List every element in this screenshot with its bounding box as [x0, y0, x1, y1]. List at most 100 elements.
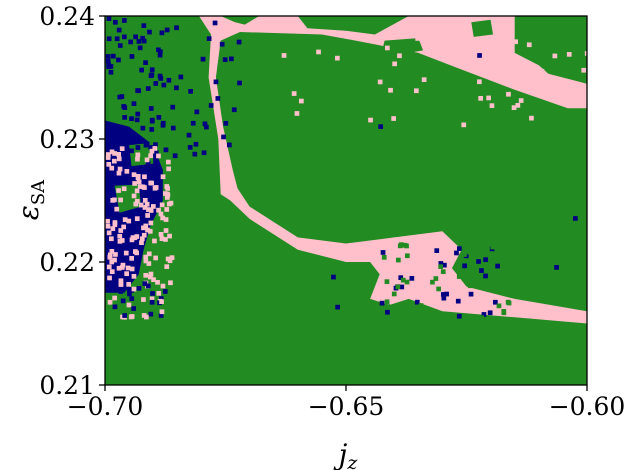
- navy-speckle: [161, 82, 167, 88]
- navy-speckle: [153, 142, 158, 147]
- pink-speckle: [163, 228, 169, 233]
- navy-speckle: [227, 142, 232, 148]
- green-speckle: [456, 274, 462, 279]
- navy-speckle: [378, 124, 383, 129]
- navy-speckle: [190, 120, 196, 126]
- navy-speckle: [487, 310, 493, 316]
- pink-speckle: [107, 275, 112, 281]
- pink-speckle: [112, 151, 117, 156]
- pink-speckle: [109, 165, 115, 171]
- pink-speckle: [123, 250, 129, 256]
- green-speckle: [501, 309, 507, 314]
- pink-speckle: [118, 282, 124, 287]
- pink-speckle: [478, 96, 483, 101]
- y-tick-label: 0.22: [39, 248, 95, 277]
- navy-speckle: [481, 312, 487, 317]
- navy-speckle: [495, 263, 500, 269]
- navy-speckle: [123, 135, 129, 140]
- pink-speckle: [164, 207, 170, 212]
- edge-speckle: [150, 291, 155, 296]
- pink-speckle: [144, 201, 150, 207]
- pink-speckle: [397, 53, 402, 59]
- pink-speckle: [134, 188, 140, 194]
- pink-speckle: [168, 200, 174, 206]
- green-speckle: [391, 291, 397, 297]
- navy-speckle: [208, 103, 214, 108]
- edge-speckle: [122, 313, 127, 318]
- pink-speckle: [134, 250, 139, 256]
- x-tick-label: −0.60: [549, 392, 626, 421]
- pink-speckle: [142, 198, 148, 203]
- pink-speckle: [147, 229, 153, 234]
- edge-speckle: [149, 296, 155, 302]
- green-speckle: [412, 307, 417, 312]
- green-speckle: [496, 303, 502, 309]
- green-speckle: [474, 247, 479, 253]
- green-speckle: [405, 253, 410, 259]
- pink-speckle: [165, 192, 171, 198]
- navy-speckle: [125, 140, 130, 146]
- pink-speckle: [136, 179, 142, 185]
- navy-speckle: [468, 291, 474, 297]
- navy-speckle: [108, 69, 114, 75]
- navy-speckle: [148, 106, 154, 111]
- pink-speckle: [135, 174, 141, 179]
- navy-speckle: [137, 45, 143, 51]
- pink-speckle: [496, 41, 502, 47]
- navy-speckle: [477, 53, 482, 58]
- speckle-layer: [105, 16, 587, 326]
- green-region-4: [382, 38, 424, 56]
- y-axis-label-main: ε: [12, 205, 45, 220]
- x-axis: −0.70 −0.65 −0.60: [67, 385, 626, 421]
- pink-speckle: [518, 98, 524, 103]
- pink-speckle: [291, 91, 297, 96]
- pink-speckle: [388, 87, 393, 93]
- pink-speckle: [477, 79, 482, 85]
- edge-speckle: [127, 291, 132, 297]
- pink-speckle: [165, 186, 170, 191]
- pink-speckle: [166, 159, 171, 165]
- edge-speckle: [156, 291, 162, 296]
- navy-speckle: [222, 57, 228, 62]
- navy-speckle: [148, 145, 154, 150]
- navy-speckle: [192, 151, 198, 157]
- pink-speckle: [126, 218, 132, 224]
- y-tick-label: 0.24: [39, 2, 95, 31]
- pink-speckle: [122, 217, 128, 222]
- pink-speckle: [494, 57, 500, 63]
- pink-speckle: [566, 52, 572, 57]
- pink-speckle: [415, 36, 420, 41]
- navy-speckle: [441, 292, 446, 297]
- pink-speckle: [160, 174, 166, 180]
- pink-speckle: [133, 201, 139, 207]
- pink-speckle: [109, 149, 115, 155]
- edge-speckle: [124, 284, 130, 290]
- edge-speckle: [108, 283, 114, 288]
- edge-speckle: [112, 295, 117, 301]
- pink-speckle: [392, 61, 397, 67]
- pink-speckle: [146, 261, 152, 266]
- pink-speckle: [143, 254, 149, 260]
- navy-speckle: [143, 142, 149, 148]
- pink-speckle: [163, 217, 169, 222]
- edge-speckle: [126, 282, 131, 287]
- navy-speckle: [219, 41, 225, 47]
- edge-speckle: [159, 299, 164, 304]
- navy-speckle: [385, 309, 390, 315]
- pink-speckle: [112, 257, 117, 263]
- navy-speckle: [170, 104, 176, 110]
- navy-speckle: [113, 19, 118, 25]
- green-speckle: [387, 316, 393, 322]
- y-tick-label: 0.21: [39, 371, 95, 400]
- pink-speckle: [124, 271, 129, 276]
- navy-speckle: [172, 153, 178, 159]
- green-speckle: [433, 276, 439, 281]
- pink-speckle: [134, 234, 140, 239]
- navy-speckle: [434, 248, 440, 253]
- navy-speckle: [153, 81, 159, 86]
- navy-speckle: [109, 159, 115, 165]
- green-speckle: [397, 243, 403, 249]
- green-speckle: [396, 257, 401, 263]
- navy-speckle: [105, 54, 111, 59]
- navy-speckle: [174, 25, 179, 31]
